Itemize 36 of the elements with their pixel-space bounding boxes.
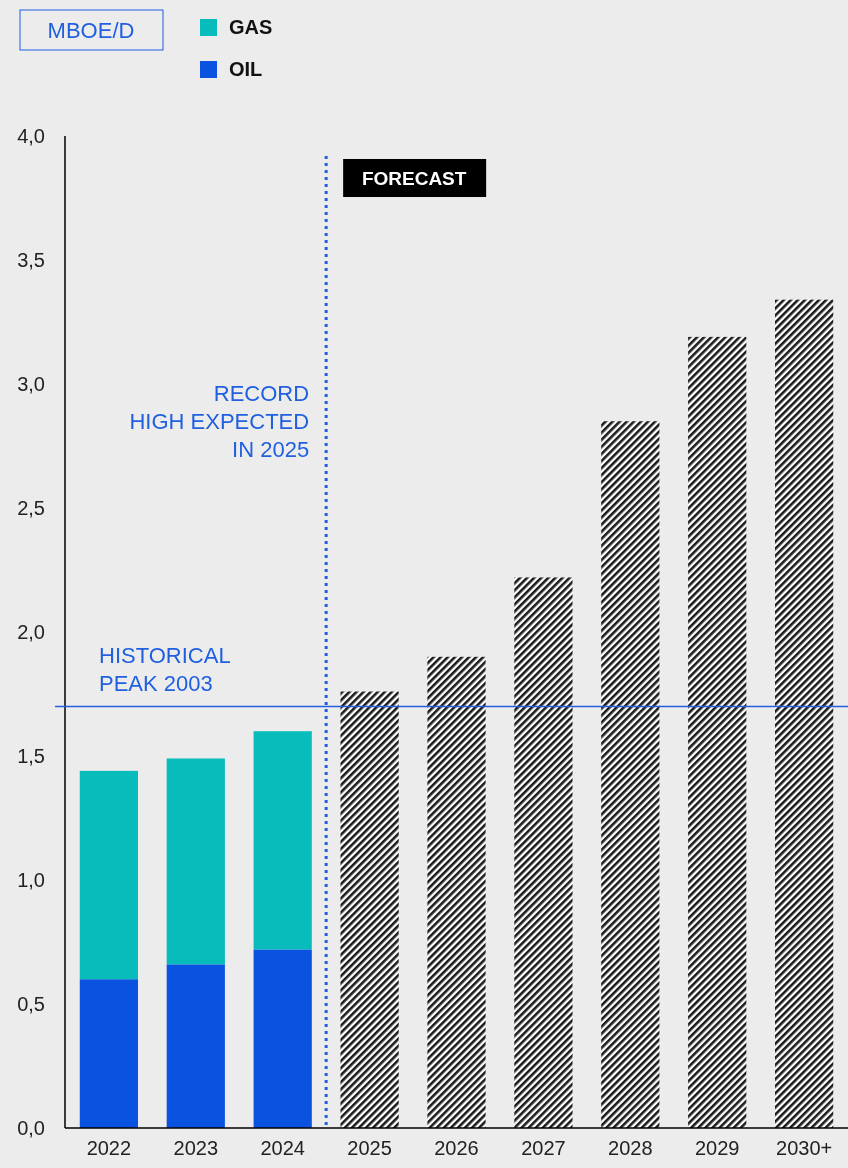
x-tick-label: 2022 [86, 1137, 132, 1159]
bar [340, 691, 399, 1128]
x-tick-label: 2024 [260, 1137, 305, 1159]
y-tick-label: 3,0 [17, 373, 45, 395]
y-tick-label: 0,0 [17, 1117, 45, 1139]
y-tick-label: 0,5 [17, 993, 45, 1015]
bar [79, 770, 138, 980]
bar [253, 731, 312, 950]
bar [514, 577, 573, 1128]
bar [79, 979, 138, 1128]
bar [688, 336, 747, 1128]
bar [166, 758, 225, 965]
bar [427, 656, 486, 1128]
annotation: RECORD HIGH EXPECTED IN 2025 [129, 381, 310, 462]
ref-line-label: FORECAST [361, 168, 467, 189]
y-tick-label: 3,5 [17, 249, 45, 271]
x-tick-label: 2029 [694, 1137, 740, 1159]
y-axis-title: MBOE/D [47, 18, 135, 43]
bar [253, 949, 312, 1128]
x-tick-label: 2027 [521, 1137, 566, 1159]
y-tick-label: 2,0 [17, 621, 45, 643]
legend-label: GAS [229, 16, 273, 38]
y-tick-label: 2,5 [17, 497, 45, 519]
y-tick-label: 1,5 [17, 745, 45, 767]
x-tick-label: 2023 [173, 1137, 219, 1159]
bar [601, 421, 660, 1128]
legend-label: OIL [229, 58, 263, 80]
x-tick-label: 2028 [608, 1137, 653, 1159]
x-tick-label: 2025 [347, 1137, 392, 1159]
x-tick-label: 2026 [434, 1137, 479, 1159]
ref-line-label: HISTORICAL PEAK 2003 [99, 643, 231, 697]
bar [775, 299, 834, 1128]
y-tick-label: 4,0 [17, 125, 45, 147]
x-tick-label: 2030+ [776, 1137, 833, 1159]
bar [166, 964, 225, 1128]
y-tick-label: 1,0 [17, 869, 45, 891]
